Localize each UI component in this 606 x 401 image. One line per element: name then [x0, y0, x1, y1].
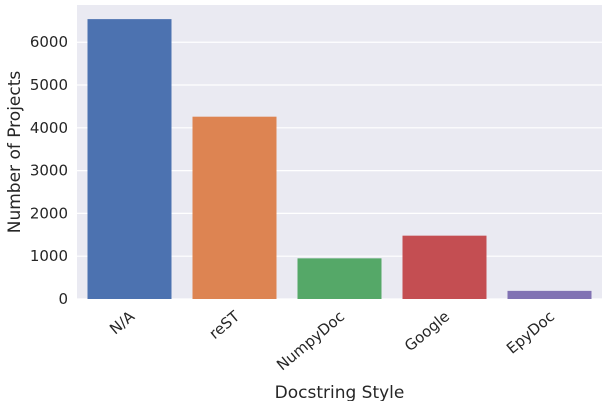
x-tick-label: EpyDoc	[503, 307, 558, 357]
x-tick-label: NumpyDoc	[273, 307, 348, 374]
y-tick-label: 1000	[30, 247, 68, 265]
bar-0	[87, 19, 172, 299]
x-tick-labels: N/A reST NumpyDoc Google EpyDoc	[106, 307, 558, 374]
y-tick-label: 3000	[30, 162, 68, 180]
y-tick-label: 6000	[30, 33, 68, 51]
x-tick-label: N/A	[106, 307, 138, 338]
bar-4	[507, 290, 592, 299]
bar-2	[297, 258, 382, 299]
y-axis-title: Number of Projects	[5, 71, 25, 234]
x-axis-title: Docstring Style	[275, 383, 405, 401]
y-tick-label: 0	[58, 290, 68, 308]
x-tick-label: Google	[401, 307, 453, 355]
bar-3	[402, 235, 487, 299]
y-tick-label: 5000	[30, 76, 68, 94]
y-tick-label: 2000	[30, 204, 68, 222]
bars	[87, 19, 592, 299]
x-tick-label: reST	[206, 307, 244, 343]
bar-1	[192, 116, 277, 299]
y-tick-labels: 0 1000 2000 3000 4000 5000 6000	[30, 33, 68, 308]
y-tick-label: 4000	[30, 119, 68, 137]
